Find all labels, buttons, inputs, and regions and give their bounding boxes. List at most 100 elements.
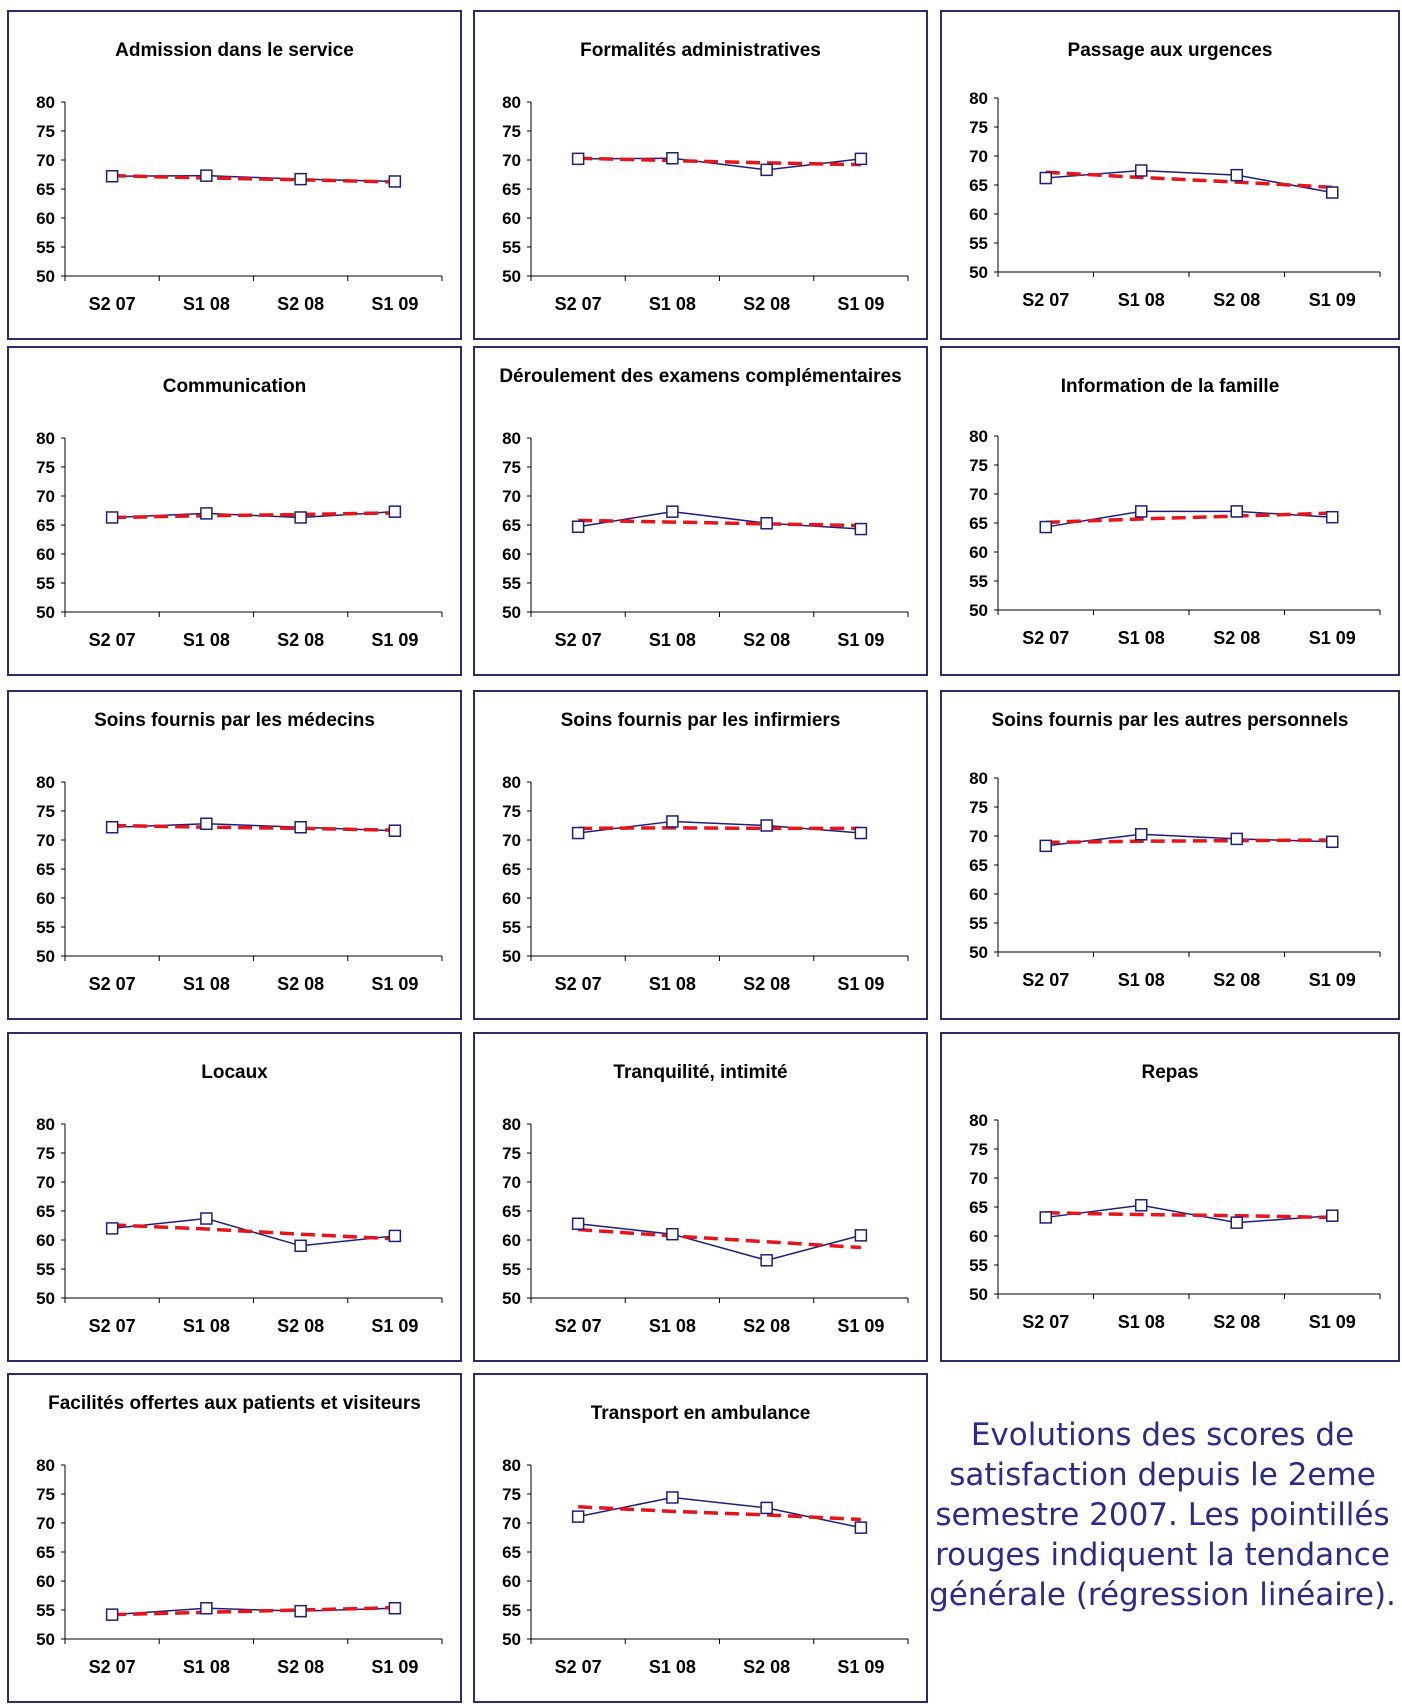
y-tick-label: 70 <box>502 151 521 170</box>
y-tick-label: 65 <box>502 180 521 199</box>
y-tick-label: 80 <box>502 429 521 448</box>
trend-line <box>578 518 861 528</box>
trend-line <box>1045 838 1333 845</box>
data-point <box>666 505 679 518</box>
y-tick-label: 65 <box>502 1543 521 1562</box>
y-tick-label: 55 <box>36 238 55 257</box>
chart-title: Déroulement des examens complémentaires <box>499 366 902 387</box>
y-tick-label: 75 <box>502 458 521 477</box>
y-tick-label: 70 <box>36 831 55 850</box>
data-point <box>666 1491 679 1504</box>
data-point <box>760 163 773 177</box>
data-point <box>105 1222 119 1235</box>
data-point <box>105 820 119 834</box>
data-point <box>1326 186 1339 199</box>
y-tick-label: 65 <box>969 176 988 195</box>
x-tick-label: S1 09 <box>1309 1312 1356 1332</box>
y-tick-label: 75 <box>502 802 521 821</box>
y-tick-label: 75 <box>502 1144 521 1163</box>
x-tick-label: S1 09 <box>371 294 418 314</box>
y-tick-label: 80 <box>502 773 521 792</box>
x-tick-label: S2 07 <box>89 294 136 314</box>
y-tick-label: 70 <box>502 487 521 506</box>
y-tick-label: 55 <box>36 1601 55 1620</box>
y-tick-label: 65 <box>36 1202 55 1221</box>
data-point <box>200 507 213 520</box>
chart-panel: Soins fournis par les infirmiers 50 55 60 65… <box>473 690 928 1020</box>
chart-title: Soins fournis par les infirmiers <box>560 710 841 731</box>
y-tick-label: 50 <box>36 1289 55 1308</box>
y-tick-label: 80 <box>36 429 55 448</box>
x-tick-label: S2 07 <box>89 974 136 994</box>
y-tick-label: 65 <box>969 856 988 875</box>
data-point <box>294 511 307 524</box>
data-point <box>760 819 773 832</box>
data-point <box>1230 1216 1243 1229</box>
chart-title: Locaux <box>201 1062 268 1083</box>
x-tick-label: S2 07 <box>1022 970 1069 990</box>
data-point <box>105 169 119 183</box>
x-tick-label: S2 08 <box>277 1657 324 1677</box>
chart-plot: 50 55 60 65 70 75 80 S2 07 S1 08 S2 08 S1 09 <box>36 1456 443 1677</box>
data-point <box>1039 171 1052 185</box>
chart-panel: Soins fournis par les médecins 50 55 60 65 70… <box>7 690 462 1020</box>
y-tick-label: 50 <box>36 947 55 966</box>
y-tick-label: 70 <box>36 1173 55 1192</box>
x-tick-label: S2 08 <box>743 630 790 650</box>
data-point <box>1326 1209 1339 1222</box>
x-tick-label: S2 08 <box>1213 1312 1260 1332</box>
data-point <box>854 152 868 166</box>
y-tick-label: 50 <box>36 1630 55 1649</box>
y-tick-label: 70 <box>502 1173 521 1192</box>
chart-title: Formalités administratives <box>580 40 821 61</box>
chart-plot: 50 55 60 65 70 75 80 S2 07 S1 08 S2 08 S1 09 <box>36 429 443 650</box>
x-tick-label: S2 08 <box>277 1316 324 1336</box>
x-tick-label: S2 07 <box>555 1657 602 1677</box>
x-tick-label: S2 07 <box>89 630 136 650</box>
y-tick-label: 60 <box>502 545 521 564</box>
x-tick-label: S1 08 <box>649 974 696 994</box>
data-point <box>571 152 585 166</box>
trend-line <box>578 826 861 831</box>
y-tick-label: 80 <box>502 1115 521 1134</box>
x-tick-label: S1 09 <box>837 974 884 994</box>
data-point <box>571 826 585 840</box>
x-tick-label: S2 07 <box>555 630 602 650</box>
x-tick-label: S1 09 <box>837 1657 884 1677</box>
data-point <box>1135 164 1148 177</box>
chart-plot: 50 55 60 65 70 75 80 S2 07 S1 08 S2 08 S1 09 <box>36 1115 443 1336</box>
y-tick-label: 75 <box>36 458 55 477</box>
y-tick-label: 60 <box>969 1227 988 1246</box>
x-tick-label: S1 09 <box>837 294 884 314</box>
y-tick-label: 65 <box>969 1198 988 1217</box>
chart-panel: Facilités offertes aux patients et visit… <box>7 1373 462 1703</box>
data-point <box>760 1254 773 1267</box>
data-point <box>388 505 402 518</box>
chart-plot: 50 55 60 65 70 75 80 S2 07 S1 08 S2 08 S1 09 <box>969 427 1381 648</box>
x-tick-label: S1 09 <box>371 1657 418 1677</box>
y-tick-label: 70 <box>36 487 55 506</box>
chart-panel: Communication 50 55 60 65 70 75 80 S2 07 S1 08 S2 … <box>7 346 462 676</box>
chart-panel: Information de la famille 50 55 60 65 70 75 80 S… <box>940 346 1400 676</box>
data-point <box>388 1229 402 1243</box>
x-tick-label: S2 07 <box>89 1657 136 1677</box>
trend-line <box>112 1605 395 1617</box>
y-tick-label: 80 <box>36 1115 55 1134</box>
x-tick-label: S2 08 <box>743 1657 790 1677</box>
data-point <box>1326 510 1339 524</box>
trend-line <box>112 823 395 832</box>
trend-line <box>578 156 861 167</box>
chart-plot: 50 55 60 65 70 75 80 S2 07 S1 08 S2 08 S1 09 <box>969 769 1381 990</box>
y-tick-label: 50 <box>969 1285 988 1304</box>
x-tick-label: S1 09 <box>1309 290 1356 310</box>
chart-title: Soins fournis par les autres personnels <box>991 710 1349 731</box>
y-tick-label: 50 <box>502 947 521 966</box>
trend-line <box>1045 1211 1333 1220</box>
y-tick-label: 75 <box>969 1140 988 1159</box>
x-tick-label: S1 09 <box>371 630 418 650</box>
chart-title: Facilités offertes aux patients et visit… <box>48 1393 421 1414</box>
data-point <box>105 1608 119 1621</box>
x-tick-label: S1 08 <box>649 294 696 314</box>
data-point <box>388 824 402 837</box>
data-point <box>200 1602 213 1615</box>
